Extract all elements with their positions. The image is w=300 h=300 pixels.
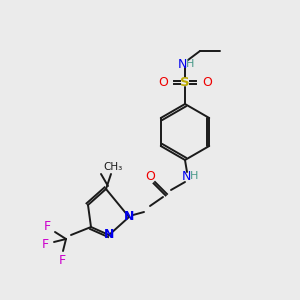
Text: H: H <box>190 171 198 181</box>
Text: S: S <box>180 76 190 88</box>
Text: F: F <box>41 238 49 251</box>
Text: O: O <box>158 76 168 88</box>
Text: N: N <box>104 229 114 242</box>
Text: F: F <box>58 254 66 268</box>
Text: F: F <box>44 220 51 232</box>
Text: H: H <box>186 59 194 69</box>
Text: N: N <box>181 170 191 184</box>
Text: O: O <box>145 170 155 184</box>
Text: CH₃: CH₃ <box>103 162 123 172</box>
Text: N: N <box>177 58 187 70</box>
Text: N: N <box>124 211 134 224</box>
Text: O: O <box>202 76 212 88</box>
